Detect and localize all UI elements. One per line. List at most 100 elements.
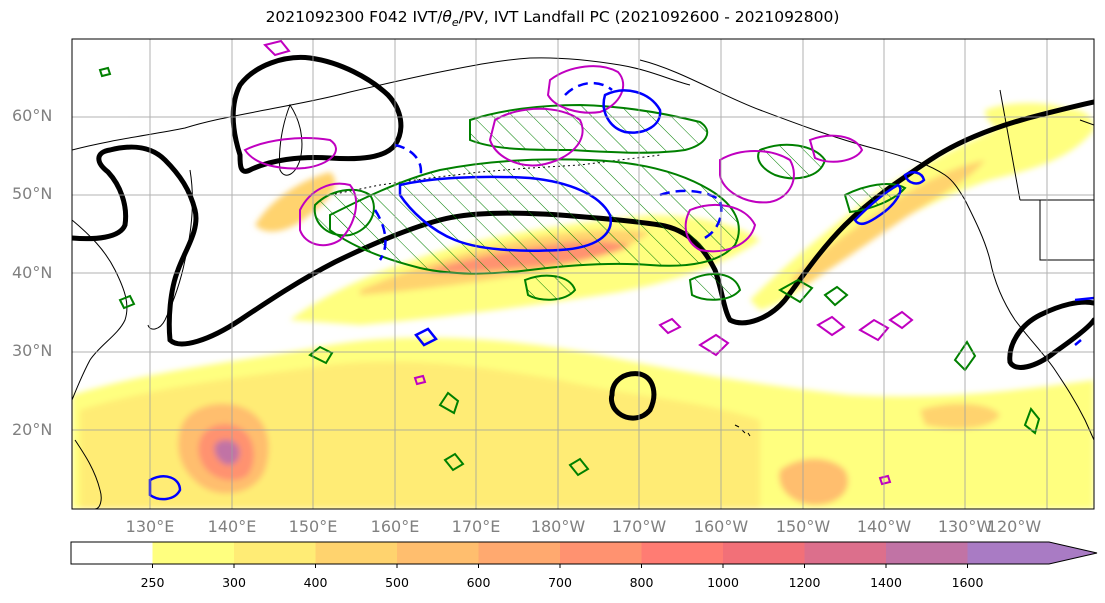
colorbar-segment (315, 542, 398, 564)
korea-china-coast (72, 219, 128, 401)
lat-label-30n: 30°N (12, 341, 53, 360)
colorbar-segment (804, 542, 887, 564)
title-suffix: /PV, IVT Landfall PC (2021092600 - 20210… (458, 8, 840, 26)
colorbar-tick-label: 1400 (870, 575, 902, 590)
ivt-pc-dashed-3 (394, 143, 423, 179)
ivt-west-ar (255, 172, 336, 232)
ivt-pc-contours (148, 81, 1094, 501)
colorbar-outline (70, 541, 1098, 565)
colorbar-tick-label: 250 (140, 575, 165, 590)
colorbar-tick-label: 600 (466, 575, 491, 590)
lon-label-180w: 180°W (530, 517, 586, 536)
colorbar-segment-extend (967, 542, 1097, 564)
lon-label-120w: 120°W (986, 517, 1042, 536)
theta-e-neg-kamchatka (243, 137, 337, 170)
lat-label-50n: 50°N (12, 184, 53, 203)
asia-coastline (72, 57, 691, 151)
ivt-tc-core (214, 439, 240, 465)
ivt-south-blob (779, 458, 849, 505)
ivt-pc-main (398, 175, 612, 252)
lat-label-60n: 60°N (12, 106, 53, 125)
theta-e-neg-west (299, 182, 358, 247)
lon-label-170w: 170°W (611, 517, 667, 536)
lon-label-150w: 150°W (775, 517, 831, 536)
title-prefix: 2021092300 F042 IVT/ (265, 8, 443, 26)
lon-label-160e: 160°E (370, 517, 420, 536)
colorbar-segment (560, 542, 642, 564)
pv-tropical-cutoff (608, 371, 657, 421)
lon-label-150e: 150°E (288, 517, 338, 536)
pv-east-ridge (1007, 299, 1094, 370)
land-outlines (72, 57, 1094, 509)
kamchatka (279, 103, 303, 176)
theta-e-neg-east4 (816, 315, 846, 337)
ivt-pc-small-1 (414, 327, 438, 347)
map-frame (71, 38, 1095, 510)
theta-e-neg-west2 (263, 39, 291, 57)
pv-north-loop (230, 54, 404, 174)
theta-e-neg-east6 (658, 317, 682, 335)
theta-e-neg-east3 (858, 318, 890, 342)
colorbar-segment (478, 542, 561, 564)
north-america-inland (999, 89, 1094, 261)
lat-label-20n: 20°N (12, 420, 53, 439)
theta-e-neg-north (546, 65, 625, 114)
theta-e-west-blob (313, 188, 375, 237)
theta-e-neg-central (488, 107, 584, 167)
colorbar-tick-label: 1000 (707, 575, 739, 590)
colorbar-segments (70, 541, 1098, 565)
theta-e-mid-patch (523, 274, 577, 301)
theta-e-neg-small1 (413, 374, 427, 386)
colorbar-tick-label: 300 (222, 575, 246, 590)
lon-label-130e: 130°E (125, 517, 175, 536)
theta-e-ring-2 (438, 391, 460, 415)
colorbar-tick-label: 800 (629, 575, 654, 590)
map-layers (72, 39, 1094, 509)
colorbar-segment (886, 542, 968, 564)
ivt-pc-east (853, 183, 902, 226)
ivt-pc-dashed-2 (659, 189, 723, 242)
theta-e-main-band (329, 158, 740, 275)
theta-e-dateline-patch (688, 273, 742, 301)
colorbar-tick-label: 500 (385, 575, 409, 590)
theta-e-neg-east1 (719, 150, 795, 204)
ivt-pc-dashed-4 (373, 209, 387, 261)
colorbar-tick-label: 1600 (951, 575, 984, 590)
gridlines (72, 39, 1094, 509)
theta-e-ring-3 (443, 452, 465, 472)
lon-label-130w: 130°W (937, 517, 993, 536)
colorbar-tick-label: 1200 (788, 575, 821, 590)
colorbar-ticks (152, 564, 968, 568)
theta-e-neg-east7 (888, 310, 914, 330)
theta-e-neg-mid (684, 204, 757, 253)
title-theta-sub: e (451, 16, 459, 30)
colorbar-tick-label: 700 (548, 575, 572, 590)
lon-label-170e: 170°E (451, 517, 501, 536)
colorbar-segment (723, 542, 805, 564)
colorbar-segment (234, 542, 316, 564)
ivt-east-tropics (920, 403, 1000, 429)
ivt-pc-tc (148, 475, 182, 501)
theta-e-ring-9 (98, 66, 112, 78)
philippines (74, 439, 102, 509)
ivt-northeast-ar-inner (790, 160, 985, 288)
ivt-pc-east-coast (1074, 296, 1094, 346)
colorbar-segment-under (71, 542, 153, 564)
lon-label-160w: 160°W (693, 517, 749, 536)
theta-e-ring-10 (118, 294, 136, 310)
theta-e-neg-east2 (808, 134, 864, 163)
theta-e-ring-4 (568, 457, 590, 477)
colorbar-tick-label: 400 (303, 575, 328, 590)
title-theta: θ (442, 8, 452, 26)
north-america-coast (964, 199, 1094, 441)
theta-e-ring-5 (953, 340, 977, 372)
ivt-pc-east-2 (903, 171, 926, 185)
plot-title: 2021092300 F042 IVT/θe/PV, IVT Landfall … (0, 8, 1105, 29)
theta-e-ring-7 (778, 278, 814, 304)
theta-e-ring-1 (308, 345, 334, 365)
ivt-pc-dashed-1 (564, 81, 613, 96)
theta-e-neg-small2 (878, 474, 892, 486)
lat-label-40n: 40°N (12, 263, 53, 282)
